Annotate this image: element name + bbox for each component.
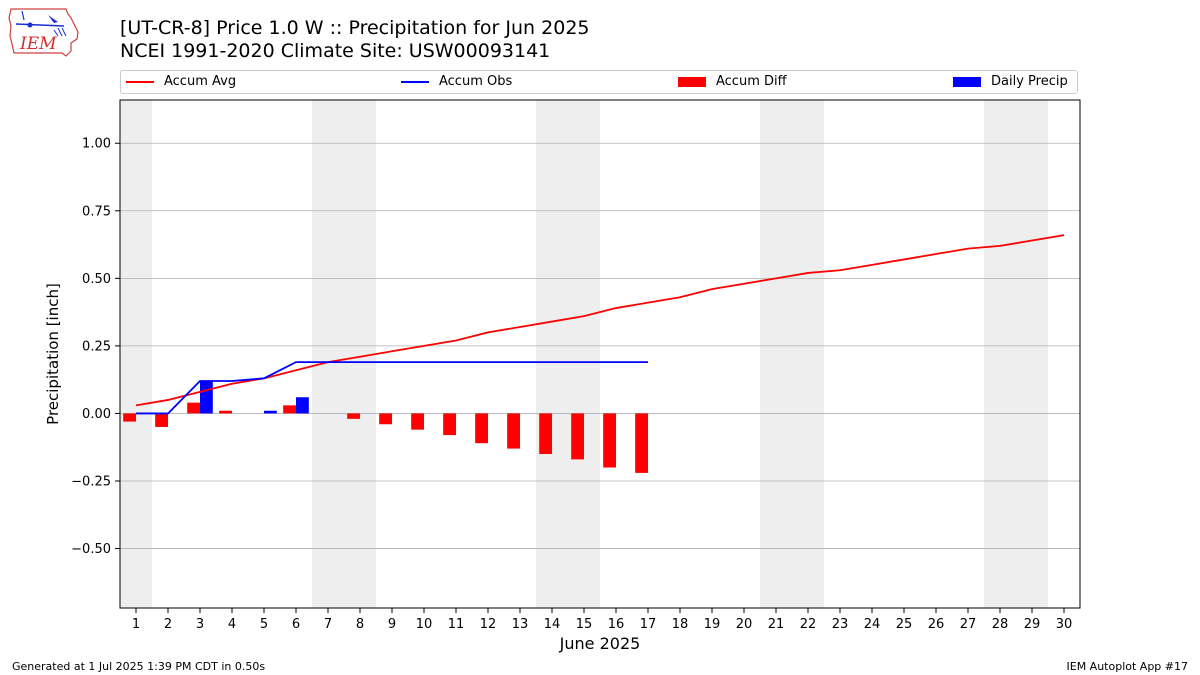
y-tick-label: 0.50 [82, 272, 111, 287]
accum-diff-bar [123, 413, 136, 422]
legend-label-accum-avg: Accum Avg [164, 74, 237, 89]
x-tick-label: 4 [228, 617, 236, 632]
footer-generated: Generated at 1 Jul 2025 1:39 PM CDT in 0… [12, 660, 266, 673]
x-axis-label: June 2025 [559, 634, 641, 653]
accum-diff-bar [539, 413, 552, 454]
x-tick-label: 11 [448, 617, 465, 632]
plot-frame [119, 99, 1081, 609]
weekend-shade [536, 100, 600, 608]
accum-diff-bar [379, 413, 392, 425]
chart-subtitle: NCEI 1991-2020 Climate Site: USW00093141 [120, 40, 551, 62]
accum-diff-bar [603, 413, 616, 468]
x-tick-label: 2 [164, 617, 172, 632]
y-axis-label: Precipitation [inch] [44, 283, 62, 425]
legend-swatch-accum-diff [678, 76, 706, 87]
legend-label-accum-diff: Accum Diff [716, 74, 787, 89]
accum-diff-bar [635, 413, 648, 473]
accum-avg-line [135, 234, 1065, 407]
x-tick-label: 14 [544, 617, 561, 632]
x-axis-ticks: 1 2 3 4 5 6 7 8 9 10 11 12 13 14 15 16 17 18 19 20 21 22 23 24 2… [132, 608, 1072, 632]
x-tick-label: 10 [416, 617, 433, 632]
x-tick-label: 16 [608, 617, 625, 632]
weekend-shading [120, 100, 1048, 608]
daily-precip-bar [264, 410, 277, 414]
x-tick-label: 6 [292, 617, 300, 632]
iem-iowa-logo-icon: IEM [8, 8, 79, 57]
grid-lines [120, 142, 1080, 549]
x-tick-label: 12 [480, 617, 497, 632]
accum-diff-bar [507, 413, 520, 449]
x-tick-label: 30 [1056, 617, 1073, 632]
chart-title: [UT-CR-8] Price 1.0 W :: Precipitation f… [120, 17, 590, 39]
legend-label-daily-precip: Daily Precip [991, 74, 1068, 89]
y-tick-label: 0.75 [82, 204, 111, 219]
y-tick-label: −0.50 [71, 542, 111, 557]
x-tick-label: 29 [1024, 617, 1041, 632]
legend-swatch-daily-precip [953, 76, 981, 87]
accum-diff-bar [283, 405, 296, 414]
accum-diff-bar [347, 413, 360, 419]
weekend-shade [312, 100, 376, 608]
x-tick-label: 25 [896, 617, 913, 632]
x-tick-label: 9 [388, 617, 396, 632]
lines [135, 234, 1065, 415]
legend-item-daily-precip: Daily Precip [953, 74, 1068, 89]
x-tick-label: 21 [768, 617, 785, 632]
footer-app: IEM Autoplot App #17 [1066, 660, 1189, 673]
bars [123, 381, 648, 473]
x-tick-label: 13 [512, 617, 529, 632]
weekend-shade [984, 100, 1048, 608]
accum-diff-bar [187, 402, 200, 414]
x-tick-label: 8 [356, 617, 364, 632]
legend-label-accum-obs: Accum Obs [439, 74, 513, 89]
y-tick-label: 0.25 [82, 339, 111, 354]
x-tick-label: 3 [196, 617, 204, 632]
x-tick-label: 27 [960, 617, 977, 632]
y-tick-label: −0.25 [71, 475, 111, 490]
x-tick-label: 15 [576, 617, 593, 632]
legend-swatch-accum-obs [401, 80, 429, 83]
accum-diff-bar [475, 413, 488, 444]
accum-diff-bar [571, 413, 584, 460]
weekend-shade [760, 100, 824, 608]
legend-item-accum-diff: Accum Diff [678, 74, 787, 89]
daily-precip-bar [296, 397, 309, 414]
x-tick-label: 26 [928, 617, 945, 632]
daily-precip-bar [200, 381, 213, 414]
x-tick-label: 28 [992, 617, 1009, 632]
y-tick-label: 0.00 [82, 407, 111, 422]
accum-diff-bar [411, 413, 424, 430]
accum-diff-bar [219, 410, 232, 414]
weekend-shade [120, 100, 152, 608]
x-tick-label: 7 [324, 617, 332, 632]
y-tick-label: 1.00 [82, 137, 111, 152]
x-tick-label: 1 [132, 617, 140, 632]
x-tick-label: 5 [260, 617, 268, 632]
x-tick-label: 17 [640, 617, 657, 632]
accum-diff-bar [443, 413, 456, 436]
x-tick-label: 22 [800, 617, 817, 632]
x-tick-label: 20 [736, 617, 753, 632]
x-tick-label: 24 [864, 617, 881, 632]
legend: Accum Avg Accum Obs Accum Diff Daily Pre… [120, 70, 1078, 94]
accum-diff-bar [155, 413, 168, 427]
legend-swatch-accum-avg [126, 80, 154, 83]
legend-item-accum-obs: Accum Obs [401, 74, 512, 89]
logo-text: IEM [19, 34, 57, 54]
x-tick-label: 19 [704, 617, 721, 632]
x-tick-label: 18 [672, 617, 689, 632]
accum-obs-line [136, 361, 648, 415]
x-tick-label: 23 [832, 617, 849, 632]
legend-item-accum-avg: Accum Avg [126, 74, 236, 89]
y-axis-ticks: −0.50 −0.25 0.00 0.25 0.50 0.75 1.00 [71, 137, 120, 557]
